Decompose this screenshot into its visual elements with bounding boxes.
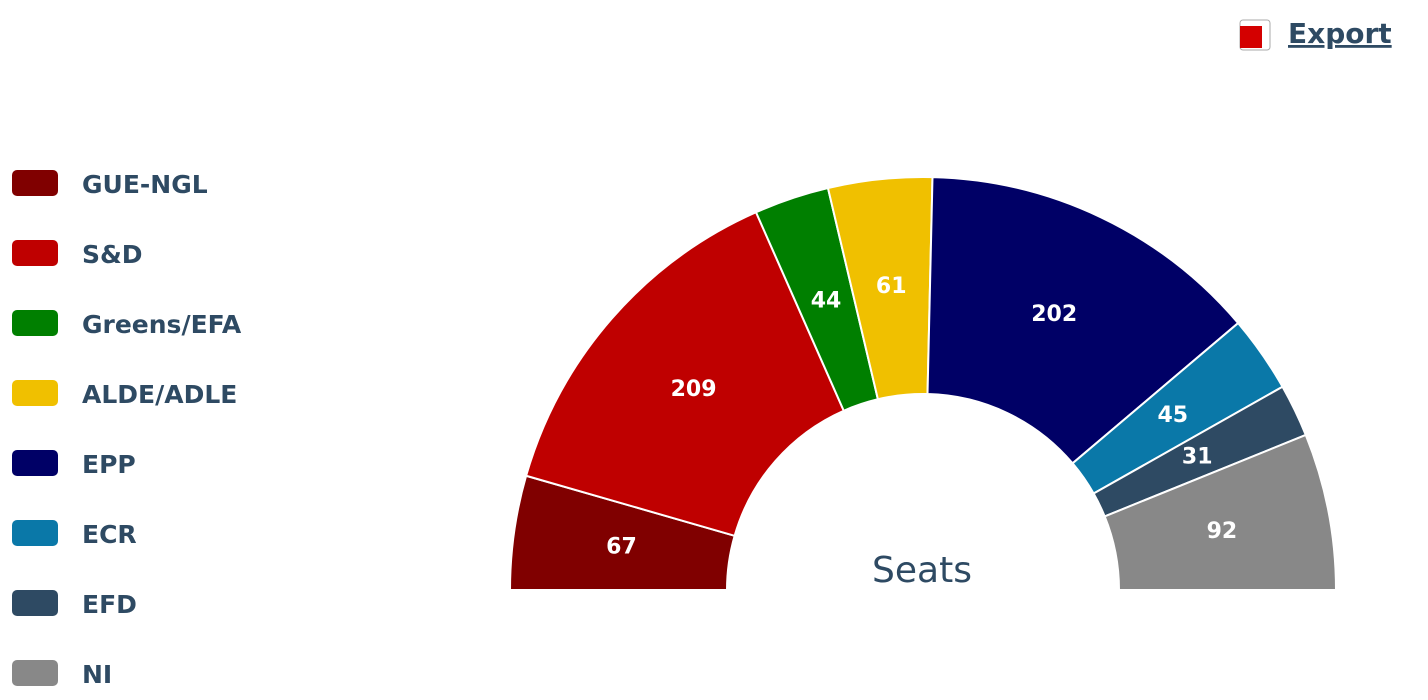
- legend-label[interactable]: EPP: [82, 450, 136, 479]
- legend-swatch[interactable]: [12, 450, 58, 476]
- slice: [1103, 433, 1338, 591]
- legend-swatch[interactable]: [12, 660, 58, 686]
- slice-label: 67: [606, 534, 637, 559]
- slice-label: 209: [671, 377, 717, 402]
- legend-swatch[interactable]: [12, 240, 58, 266]
- legend-label[interactable]: ECR: [82, 520, 137, 549]
- slice: [524, 210, 846, 538]
- export-icon[interactable]: [1240, 26, 1262, 48]
- export-button[interactable]: Export: [1239, 17, 1392, 51]
- legend-label[interactable]: GUE-NGL: [82, 170, 208, 199]
- legend-swatch[interactable]: [12, 520, 58, 546]
- slice-label: 202: [1031, 302, 1077, 327]
- slice-label: 44: [811, 288, 842, 313]
- legend-label[interactable]: S&D: [82, 240, 143, 269]
- legend-label[interactable]: NI: [82, 660, 112, 689]
- legend-swatch[interactable]: [12, 170, 58, 196]
- legend-label[interactable]: ALDE/ADLE: [82, 380, 237, 409]
- slice-label: 31: [1182, 445, 1213, 470]
- legend-swatch[interactable]: [12, 380, 58, 406]
- legend-swatch[interactable]: [12, 590, 58, 616]
- export-link[interactable]: Export: [1288, 17, 1392, 50]
- slice-label: 45: [1158, 403, 1189, 428]
- legend-swatch[interactable]: [12, 310, 58, 336]
- center-label: Seats: [872, 550, 972, 591]
- legend-label[interactable]: Greens/EFA: [82, 310, 242, 339]
- slice-label: 61: [876, 274, 907, 299]
- slice-label: 92: [1207, 519, 1238, 544]
- legend-label[interactable]: EFD: [82, 590, 137, 619]
- slice: [926, 176, 1240, 465]
